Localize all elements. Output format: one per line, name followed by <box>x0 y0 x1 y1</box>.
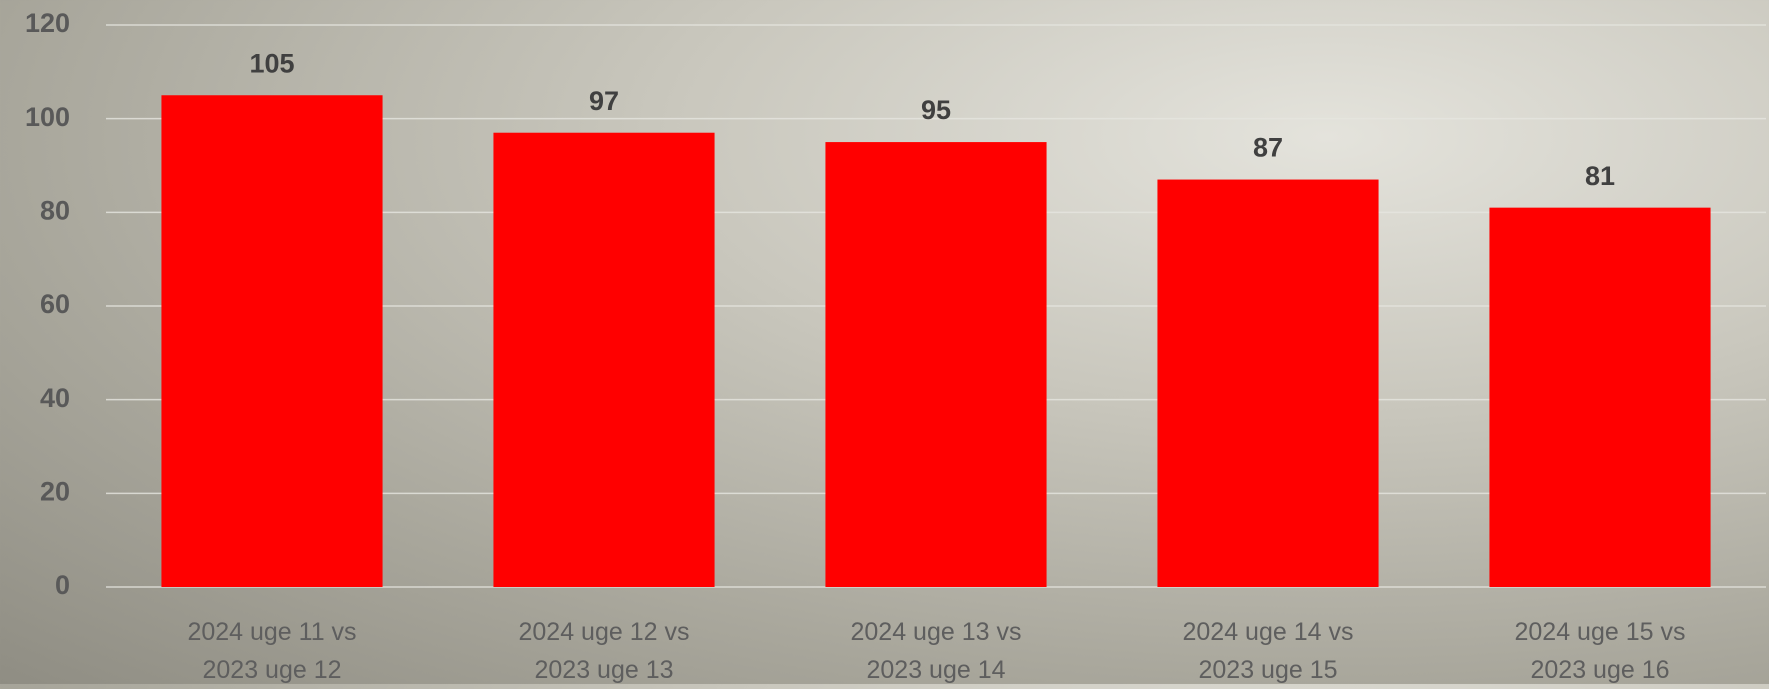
bar <box>161 95 383 587</box>
value-label: 81 <box>1585 161 1615 191</box>
y-tick-label: 20 <box>40 476 70 506</box>
x-tick-label: 2024 uge 15 vs 2023 uge 16 <box>1514 618 1686 684</box>
value-label: 97 <box>589 86 619 116</box>
value-label: 105 <box>249 48 294 78</box>
bar <box>825 142 1047 588</box>
x-tick-label: 2024 uge 12 vs 2023 uge 13 <box>518 618 690 684</box>
bar <box>1489 207 1711 587</box>
y-tick-label: 80 <box>40 195 70 225</box>
y-tick-label: 120 <box>25 8 70 38</box>
x-tick-label: 2024 uge 13 vs 2023 uge 14 <box>850 618 1022 684</box>
value-label: 87 <box>1253 133 1283 163</box>
value-label: 95 <box>921 95 951 125</box>
x-tick-label: 2024 uge 11 vs 2023 uge 12 <box>187 618 357 684</box>
y-tick-label: 100 <box>25 102 70 132</box>
y-tick-label: 40 <box>40 383 70 413</box>
bar <box>493 132 715 587</box>
x-tick-label: 2024 uge 14 vs 2023 uge 15 <box>1182 618 1354 684</box>
y-tick-label: 60 <box>40 289 70 319</box>
y-tick-label: 0 <box>55 570 70 600</box>
bar <box>1157 179 1379 588</box>
